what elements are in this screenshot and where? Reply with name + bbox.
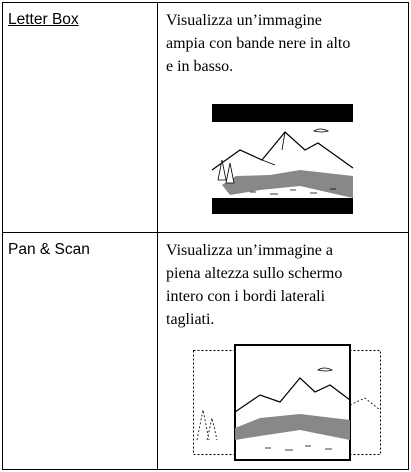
row-description: Visualizza un’immagine ampia con bande n… (166, 9, 350, 78)
row-label-text: Letter Box (8, 11, 79, 28)
row-label: Pan & Scan (8, 241, 90, 258)
panscan-illustration (193, 344, 381, 461)
description-line: intero con i bordi laterali (166, 288, 326, 305)
description-line: e in basso. (166, 58, 234, 75)
description-line: tagliati. (166, 311, 215, 328)
letterbox-illustration (211, 104, 354, 214)
row-label: Letter Box (8, 11, 79, 29)
description-line: Visualizza un’immagine (166, 12, 322, 29)
description-line: ampia con bande nere in alto (166, 35, 351, 52)
description-line: Visualizza un’immagine a (166, 242, 333, 259)
description-line: piena altezza sullo schermo (166, 265, 343, 282)
row-description: Visualizza un’immagine a piena altezza s… (166, 239, 342, 331)
